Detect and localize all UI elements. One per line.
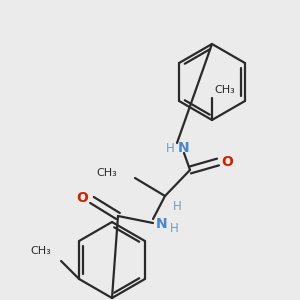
Text: H: H bbox=[172, 200, 182, 212]
Text: H: H bbox=[166, 142, 174, 154]
Text: O: O bbox=[221, 155, 233, 169]
Text: CH₃: CH₃ bbox=[30, 246, 51, 256]
Text: CH₃: CH₃ bbox=[96, 168, 117, 178]
Text: CH₃: CH₃ bbox=[214, 85, 235, 95]
Text: N: N bbox=[178, 141, 190, 155]
Text: N: N bbox=[156, 217, 168, 231]
Text: H: H bbox=[169, 221, 178, 235]
Text: O: O bbox=[76, 191, 88, 205]
